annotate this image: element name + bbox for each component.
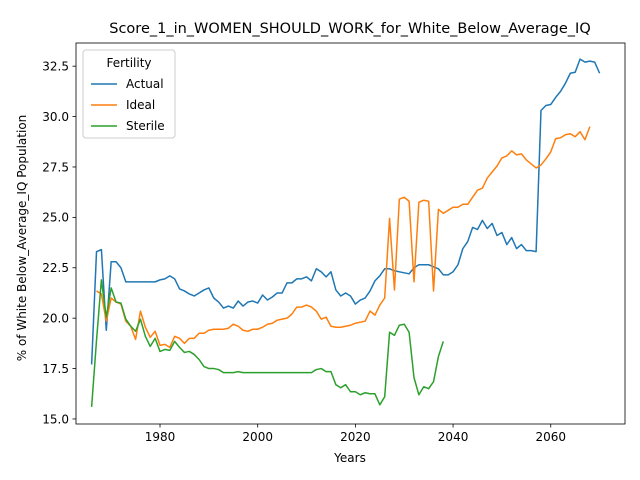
- x-axis: 1980 2000 2020 2040 2060: [145, 424, 566, 444]
- y-tick-label: 27.5: [42, 160, 69, 174]
- legend-entry-actual: Actual: [126, 77, 164, 91]
- y-axis-label: % of White Below_Average_IQ Population: [15, 115, 29, 362]
- x-tick-label: 2000: [242, 430, 273, 444]
- y-tick-label: 32.5: [42, 59, 69, 73]
- plot-frame: [75, 42, 626, 425]
- y-tick-label: 20.0: [42, 311, 69, 325]
- series-line-sterile: [90, 279, 445, 407]
- y-axis: 15.0 17.5 20.0 22.5 25.0 27.5 30.0 32.5: [42, 59, 76, 426]
- x-tick-label: 2020: [340, 430, 371, 444]
- legend-entry-ideal: Ideal: [126, 98, 155, 112]
- series-line-actual: [90, 58, 601, 365]
- legend-entry-sterile: Sterile: [126, 119, 165, 133]
- x-axis-label: Years: [333, 451, 366, 465]
- plot-area: [75, 42, 626, 425]
- y-tick-label: 17.5: [42, 362, 69, 376]
- chart-title: Score_1_in_WOMEN_SHOULD_WORK_for_White_B…: [109, 21, 591, 37]
- legend-title: Fertility: [106, 56, 151, 70]
- y-tick-label: 15.0: [42, 412, 69, 426]
- y-tick-label: 22.5: [42, 261, 69, 275]
- legend-box: [82, 49, 176, 139]
- series-line-ideal: [96, 126, 591, 349]
- y-tick-label: 30.0: [42, 110, 69, 124]
- x-tick-label: 2040: [438, 430, 469, 444]
- x-tick-label: 2060: [535, 430, 566, 444]
- x-tick-label: 1980: [145, 430, 176, 444]
- legend: Fertility Actual Ideal Sterile: [82, 49, 176, 139]
- y-tick-label: 25.0: [42, 211, 69, 225]
